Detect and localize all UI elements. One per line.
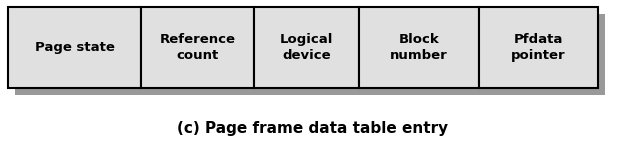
Text: Reference
count: Reference count (159, 33, 235, 62)
Text: Block
number: Block number (390, 33, 448, 62)
Text: Pfdata
pointer: Pfdata pointer (511, 33, 566, 62)
Text: (c) Page frame data table entry: (c) Page frame data table entry (177, 120, 449, 135)
Bar (15, 14, 605, 95)
Bar (359, 7, 479, 88)
Text: Logical
device: Logical device (280, 33, 333, 62)
Text: Page state: Page state (34, 41, 115, 54)
Bar (479, 7, 598, 88)
Bar (8, 7, 141, 88)
Bar (254, 7, 359, 88)
Bar (141, 7, 254, 88)
